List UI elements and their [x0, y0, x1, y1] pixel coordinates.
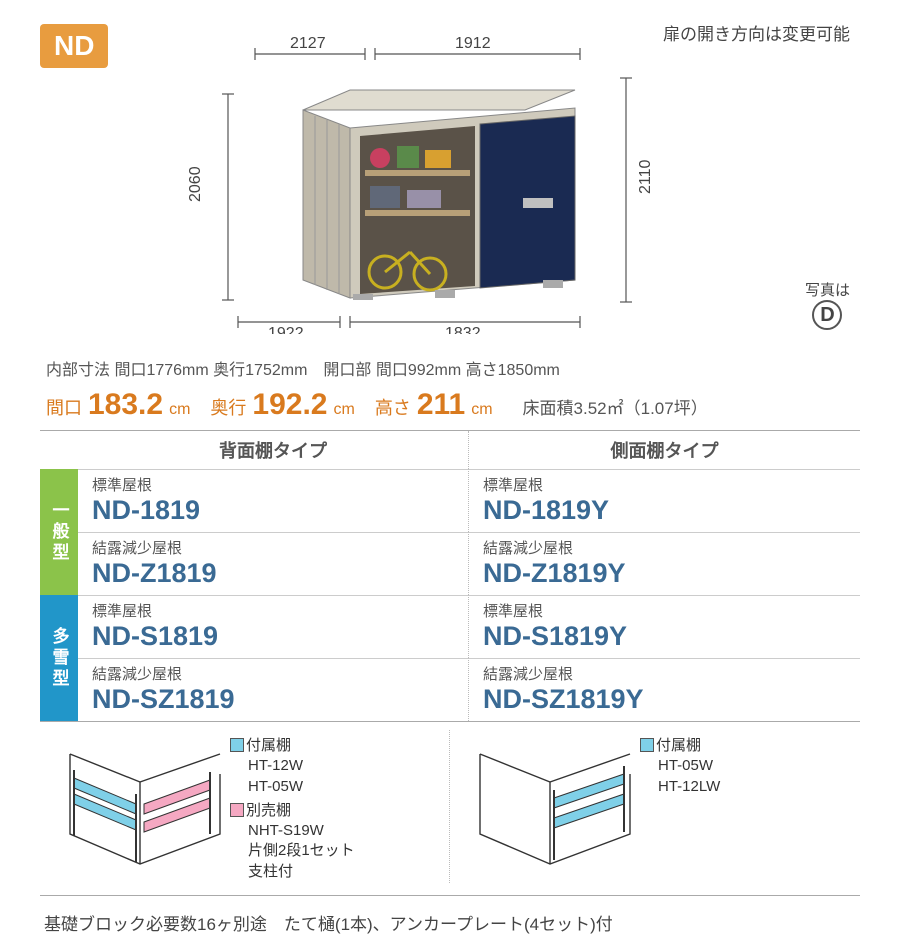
shelf-side-legend: 付属棚 HT-05W HT-12LW — [640, 736, 720, 797]
width-label: 間口 — [46, 394, 82, 420]
legend-item: NHT-S19W — [230, 821, 355, 841]
depth-label: 奥行 — [210, 394, 246, 420]
legend-optional-label: 別売棚 — [246, 802, 291, 819]
roof-type: 結露減少屋根 — [483, 537, 846, 558]
roof-type: 結露減少屋根 — [92, 663, 454, 684]
dim-right-height: 2110 — [637, 159, 654, 194]
roof-type: 結露減少屋根 — [483, 663, 846, 684]
model-cell: 結露減少屋根 ND-Z1819 — [78, 532, 469, 595]
legend-swatch-optional — [230, 803, 244, 817]
model-code: ND-SZ1819 — [92, 684, 454, 715]
roof-type: 結露減少屋根 — [92, 537, 454, 558]
tab-general: 一般型 — [40, 469, 78, 595]
diagram-area: ND 扉の開き方向は変更可能 2127 1912 2060 — [40, 20, 860, 350]
type-tabs-column: 一般型 多雪型 — [40, 469, 78, 721]
shelf-back-legend: 付属棚 HT-12W HT-05W 別売棚 NHT-S19W 片側2段1セット … — [230, 736, 355, 882]
dim-bottom-width: 1832 — [445, 325, 481, 334]
shelf-side-diagram — [460, 734, 640, 874]
dim-left-height: 2060 — [187, 166, 204, 202]
main-dimensions-row: 間口 183.2 cm 奥行 192.2 cm 高さ 211 cm 床面積3.5… — [40, 382, 860, 431]
dim-top-width: 1912 — [455, 35, 491, 52]
height-value: 211 — [417, 388, 465, 422]
model-code: ND-Z1819Y — [483, 558, 846, 589]
model-code: ND-S1819Y — [483, 621, 846, 652]
legend-item: HT-12LW — [640, 777, 720, 797]
model-code: ND-SZ1819Y — [483, 684, 846, 715]
legend-swatch-included — [230, 738, 244, 752]
legend-swatch-included — [640, 738, 654, 752]
photo-prefix: 写真は — [805, 282, 850, 299]
shelf-back-diagram — [50, 734, 230, 874]
dim-top-depth: 2127 — [290, 35, 326, 52]
height-label: 高さ — [375, 394, 411, 420]
product-badge: ND — [40, 24, 108, 68]
model-code: ND-Z1819 — [92, 558, 454, 589]
depth-value: 192.2 — [252, 388, 327, 422]
column-headers-row: 背面棚タイプ 側面棚タイプ — [40, 431, 860, 469]
model-code: ND-1819 — [92, 495, 454, 526]
shelf-side-col: 付属棚 HT-05W HT-12LW — [450, 730, 860, 883]
shelf-diagrams: 付属棚 HT-12W HT-05W 別売棚 NHT-S19W 片側2段1セット … — [40, 722, 860, 896]
legend-item: 支柱付 — [230, 862, 355, 882]
model-cell: 結露減少屋根 ND-SZ1819 — [78, 658, 469, 721]
footer-note: 基礎ブロック必要数16ヶ別途 たて樋(1本)、アンカープレート(4セット)付 — [40, 896, 860, 935]
model-code: ND-S1819 — [92, 621, 454, 652]
floor-area: 床面積3.52㎡（1.07坪） — [523, 394, 708, 419]
roof-type: 標準屋根 — [92, 474, 454, 495]
legend-item: HT-05W — [230, 777, 355, 797]
photo-variant-label: 写真は D — [805, 279, 850, 330]
roof-type: 標準屋根 — [92, 600, 454, 621]
height-unit: cm — [471, 401, 492, 419]
model-cell: 標準屋根 ND-1819Y — [469, 469, 860, 532]
tab-snow: 多雪型 — [40, 595, 78, 721]
model-cell: 標準屋根 ND-1819 — [78, 469, 469, 532]
models-table: 一般型 多雪型 標準屋根 ND-1819 標準屋根 ND-1819Y 結露減少屋… — [40, 469, 860, 722]
width-unit: cm — [169, 401, 190, 419]
model-cell: 結露減少屋根 ND-SZ1819Y — [469, 658, 860, 721]
model-cell: 結露減少屋根 ND-Z1819Y — [469, 532, 860, 595]
roof-type: 標準屋根 — [483, 600, 846, 621]
model-code: ND-1819Y — [483, 495, 846, 526]
dim-bottom-depth: 1922 — [268, 325, 304, 334]
model-cell: 標準屋根 ND-S1819 — [78, 595, 469, 658]
col-header-back: 背面棚タイプ — [78, 431, 469, 469]
internal-dimensions: 内部寸法 間口1776mm 奥行1752mm 開口部 間口992mm 高さ185… — [46, 356, 860, 380]
shelf-back-col: 付属棚 HT-12W HT-05W 別売棚 NHT-S19W 片側2段1セット … — [40, 730, 450, 883]
width-value: 183.2 — [88, 388, 163, 422]
col-header-side: 側面棚タイプ — [469, 431, 860, 469]
photo-letter: D — [812, 300, 842, 330]
legend-included-label: 付属棚 — [656, 737, 701, 754]
shed-illustration — [275, 80, 585, 300]
depth-unit: cm — [333, 401, 354, 419]
legend-item: 片側2段1セット — [230, 841, 355, 861]
legend-included-label: 付属棚 — [246, 737, 291, 754]
legend-item: HT-05W — [640, 756, 720, 776]
roof-type: 標準屋根 — [483, 474, 846, 495]
model-cell: 標準屋根 ND-S1819Y — [469, 595, 860, 658]
legend-item: HT-12W — [230, 756, 355, 776]
